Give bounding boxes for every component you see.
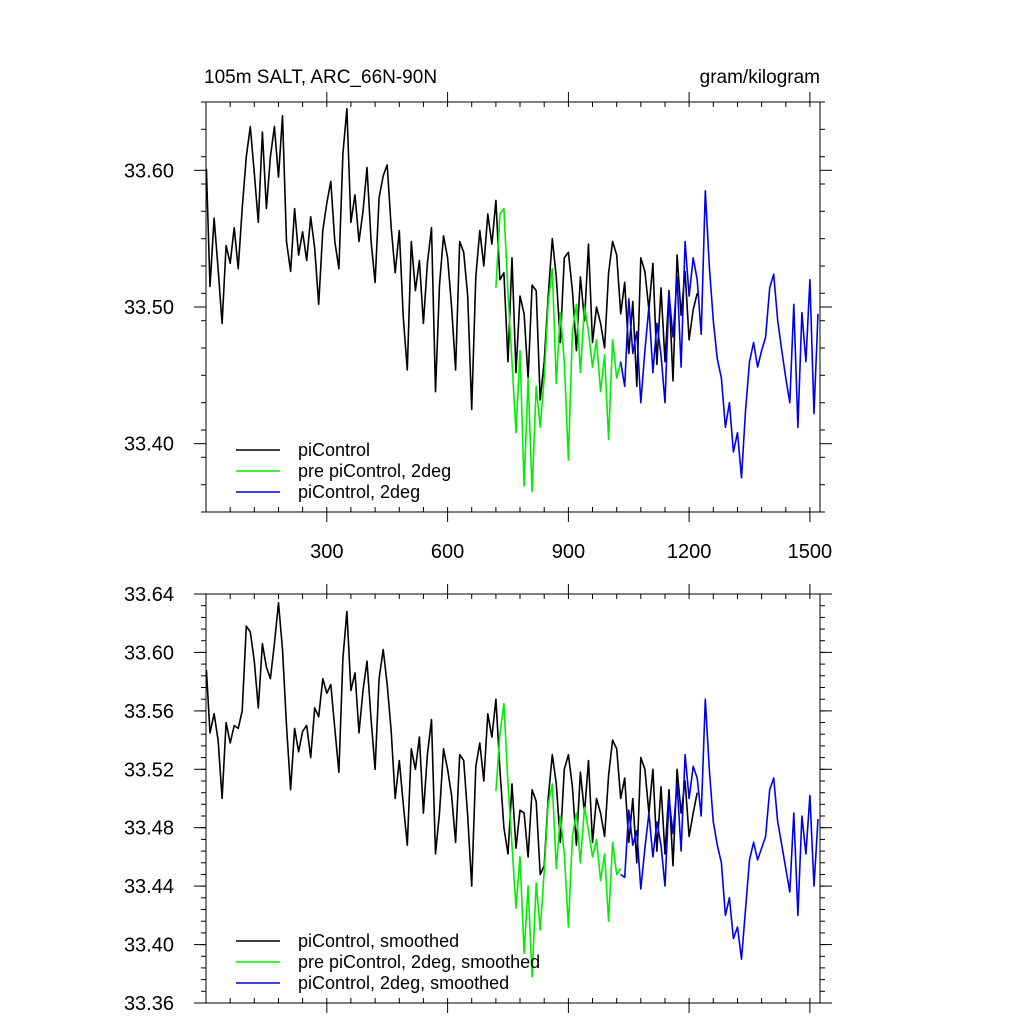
legend-label: piControl, smoothed — [298, 931, 459, 951]
legend-label: pre piControl, 2deg, smoothed — [298, 952, 540, 972]
x-tick-label: 1200 — [667, 541, 712, 563]
series-line-picontrol-2deg — [619, 190, 819, 479]
y-tick-label: 33.64 — [124, 584, 174, 606]
y-tick-label: 33.48 — [124, 818, 174, 840]
legend-label: pre piControl, 2deg — [298, 461, 451, 481]
series-line-picontrol-2deg-smoothed — [620, 698, 819, 961]
x-tick-label: 600 — [431, 541, 464, 563]
plot-frame — [205, 593, 821, 1004]
x-tick-label: 900 — [552, 541, 585, 563]
legend-label: piControl, 2deg — [298, 482, 420, 502]
y-tick-label: 33.36 — [124, 993, 174, 1015]
y-tick-label: 33.52 — [124, 759, 174, 781]
y-tick-label: 33.50 — [124, 297, 174, 319]
y-tick-label: 33.60 — [124, 642, 174, 664]
series-line-pre-picontrol-2deg — [495, 207, 622, 493]
y-tick-label: 33.40 — [124, 434, 174, 456]
legend-label: piControl, 2deg, smoothed — [298, 973, 509, 993]
series-line-picontrol — [206, 108, 698, 411]
x-tick-label: 1500 — [788, 541, 833, 563]
series-line-pre-picontrol-2deg-smoothed — [495, 702, 622, 978]
chart-title-left: 105m SALT, ARC_66N-90N — [204, 67, 437, 88]
y-tick-label: 33.44 — [124, 876, 174, 898]
y-tick-label: 33.60 — [124, 160, 174, 182]
x-tick-label: 300 — [310, 541, 343, 563]
chart-title-right: gram/kilogram — [700, 67, 820, 88]
y-tick-label: 33.56 — [124, 701, 174, 723]
bottom-panel: 33.36 33.40 33.44 33.48 33.52 33.56 33.60 33.64… — [124, 584, 832, 1015]
y-tick-label: 33.40 — [124, 935, 174, 957]
top-panel: 300 600 900 1200 1500 33.40 33.50 33.60 105m SAL… — [124, 67, 832, 563]
legend-label: piControl — [298, 440, 370, 460]
series-line-picontrol-smoothed — [206, 601, 698, 887]
